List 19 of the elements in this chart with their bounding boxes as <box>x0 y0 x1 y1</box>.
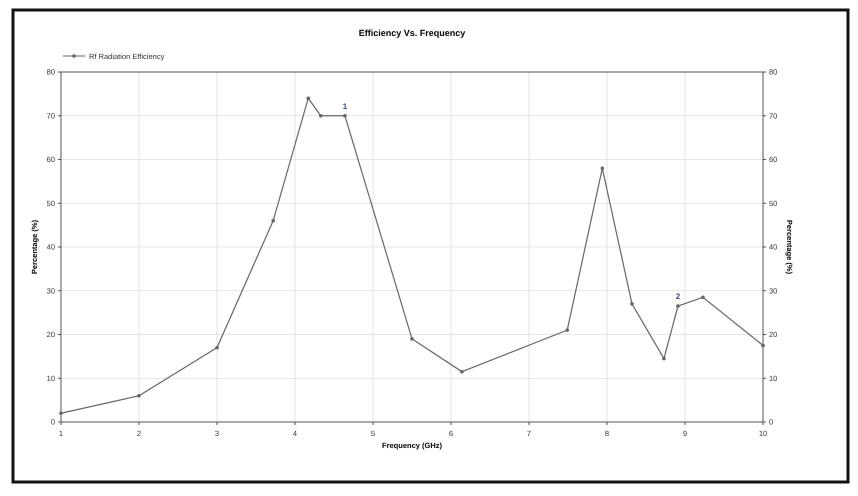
point <box>306 96 310 100</box>
point <box>410 337 414 341</box>
point <box>676 304 680 308</box>
point <box>137 394 141 398</box>
point <box>600 166 604 170</box>
point <box>630 302 634 306</box>
annotation: 2 <box>676 292 681 302</box>
point <box>662 356 666 360</box>
point <box>761 344 765 348</box>
point <box>565 328 570 332</box>
point <box>701 296 705 300</box>
point <box>318 114 323 118</box>
chart-title: Efficiency Vs. Frequency <box>358 28 466 38</box>
point <box>59 411 63 416</box>
point <box>343 114 347 118</box>
annotation: 1 <box>342 102 348 111</box>
point <box>215 346 219 350</box>
point <box>460 370 464 374</box>
point <box>271 218 275 223</box>
